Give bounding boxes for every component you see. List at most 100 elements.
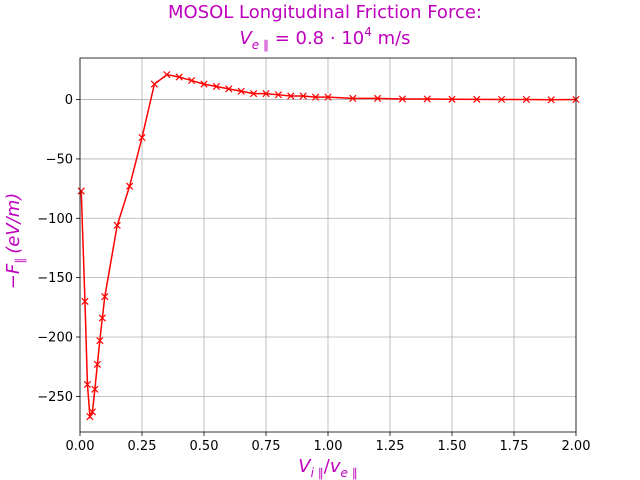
marker-stroke xyxy=(138,133,146,142)
data-point-marker xyxy=(225,85,233,93)
data-point-marker xyxy=(212,82,221,91)
subtitle-sup: 4 xyxy=(364,25,372,39)
data-point-marker xyxy=(349,94,357,102)
y-tick-label: −100 xyxy=(37,212,73,227)
data-point-marker xyxy=(93,360,101,368)
marker-stroke xyxy=(77,187,85,195)
y-tick-label: −250 xyxy=(37,390,73,405)
y-tick-label: 0 xyxy=(65,93,73,108)
xlabel-var2: v xyxy=(330,456,341,477)
marker-stroke xyxy=(423,95,431,103)
chart-title: MOSOL Longitudinal Friction Force: xyxy=(168,2,482,23)
marker-stroke xyxy=(311,93,320,101)
data-point-marker xyxy=(113,221,121,230)
data-point-marker xyxy=(88,408,97,416)
data-point-marker xyxy=(249,89,258,98)
series-line xyxy=(80,73,577,420)
y-tick-label: −50 xyxy=(46,152,73,167)
x-tick-label: 2.00 xyxy=(562,439,591,454)
marker-stroke xyxy=(547,96,555,104)
marker-stroke xyxy=(249,89,258,98)
data-point-marker xyxy=(98,314,106,322)
marker-stroke xyxy=(349,94,357,102)
marker-stroke xyxy=(237,87,245,95)
marker-stroke xyxy=(187,76,196,85)
data-point-marker xyxy=(262,89,270,98)
xlabel-sub1: i ∥ xyxy=(311,466,324,480)
xlabel-slash: / xyxy=(324,456,331,477)
marker-stroke xyxy=(86,412,94,421)
marker-stroke xyxy=(96,336,104,345)
data-point-marker xyxy=(473,95,481,103)
data-point-marker xyxy=(274,91,283,99)
marker-stroke xyxy=(101,293,109,301)
ylabel-sub: ∥ xyxy=(13,258,27,264)
ylabel-minus: − xyxy=(3,274,24,289)
data-point-marker xyxy=(448,95,456,103)
data-point-marker xyxy=(497,95,506,104)
x-tick-label: 1.25 xyxy=(376,439,405,454)
x-tick-label: 1.00 xyxy=(314,439,343,454)
x-tick-label: 0.75 xyxy=(252,439,281,454)
marker-stroke xyxy=(398,95,407,103)
marker-stroke xyxy=(125,182,134,190)
marker-stroke xyxy=(522,95,531,104)
data-point-marker xyxy=(150,80,159,88)
data-point-marker xyxy=(287,92,295,100)
data-point-marker xyxy=(86,412,94,421)
marker-stroke xyxy=(324,93,332,101)
data-point-marker xyxy=(83,380,92,389)
data-point-marker xyxy=(423,95,431,103)
marker-stroke xyxy=(274,91,283,99)
x-axis-ticks: 0.00 0.25 0.50 0.75 1.00 1.25 1.50 1.75 2.00 xyxy=(66,432,591,454)
data-point-marker xyxy=(77,187,85,195)
data-point-marker xyxy=(547,96,555,104)
marker-stroke xyxy=(373,94,382,102)
x-tick-label: 0.00 xyxy=(66,439,95,454)
marker-stroke xyxy=(448,95,456,103)
data-point-marker xyxy=(311,93,320,101)
x-tick-label: 1.50 xyxy=(438,439,467,454)
y-tick-label: −200 xyxy=(37,331,73,346)
marker-stroke xyxy=(497,95,506,104)
marker-stroke xyxy=(98,314,106,322)
marker-stroke xyxy=(299,92,307,100)
ylabel-var: F xyxy=(3,263,24,274)
marker-stroke xyxy=(93,360,101,368)
marker-stroke xyxy=(163,70,171,79)
marker-stroke xyxy=(200,80,208,88)
data-point-marker xyxy=(324,93,332,101)
data-point-marker xyxy=(91,385,99,393)
chart-subtitle: Ve ∥ = 0.8 · 104 m/s xyxy=(239,25,410,52)
y-axis-ticks: 0 −50 −100 −150 −200 −250 xyxy=(37,93,80,405)
marker-stroke xyxy=(175,73,183,81)
xlabel-var1: V xyxy=(298,456,312,477)
subtitle-eq: = 0.8 · 10 xyxy=(269,28,364,49)
xlabel-sub2: e ∥ xyxy=(341,466,358,480)
data-point-marker xyxy=(101,293,109,301)
y-axis-label: −F∥ (eV/m) xyxy=(3,193,27,289)
marker-stroke xyxy=(113,221,121,230)
data-point-marker xyxy=(175,73,183,81)
x-tick-label: 0.25 xyxy=(128,439,157,454)
data-point-marker xyxy=(163,70,171,79)
x-tick-label: 1.75 xyxy=(500,439,529,454)
data-point-marker xyxy=(237,87,245,95)
marker-stroke xyxy=(150,80,159,88)
marker-stroke xyxy=(88,408,97,416)
data-point-marker xyxy=(187,76,196,85)
x-axis-label: Vi ∥/ve ∥ xyxy=(298,456,357,480)
data-point-marker xyxy=(96,336,104,345)
data-point-marker xyxy=(81,297,89,306)
data-point-marker xyxy=(299,92,307,100)
y-tick-label: −150 xyxy=(37,271,73,286)
marker-stroke xyxy=(81,297,89,306)
data-point-marker xyxy=(373,94,382,102)
ylabel-unit: (eV/m) xyxy=(3,193,24,254)
marker-stroke xyxy=(287,92,295,100)
marker-stroke xyxy=(91,385,99,393)
data-point-marker xyxy=(200,80,208,88)
data-point-marker xyxy=(398,95,407,103)
marker-stroke xyxy=(225,85,233,93)
